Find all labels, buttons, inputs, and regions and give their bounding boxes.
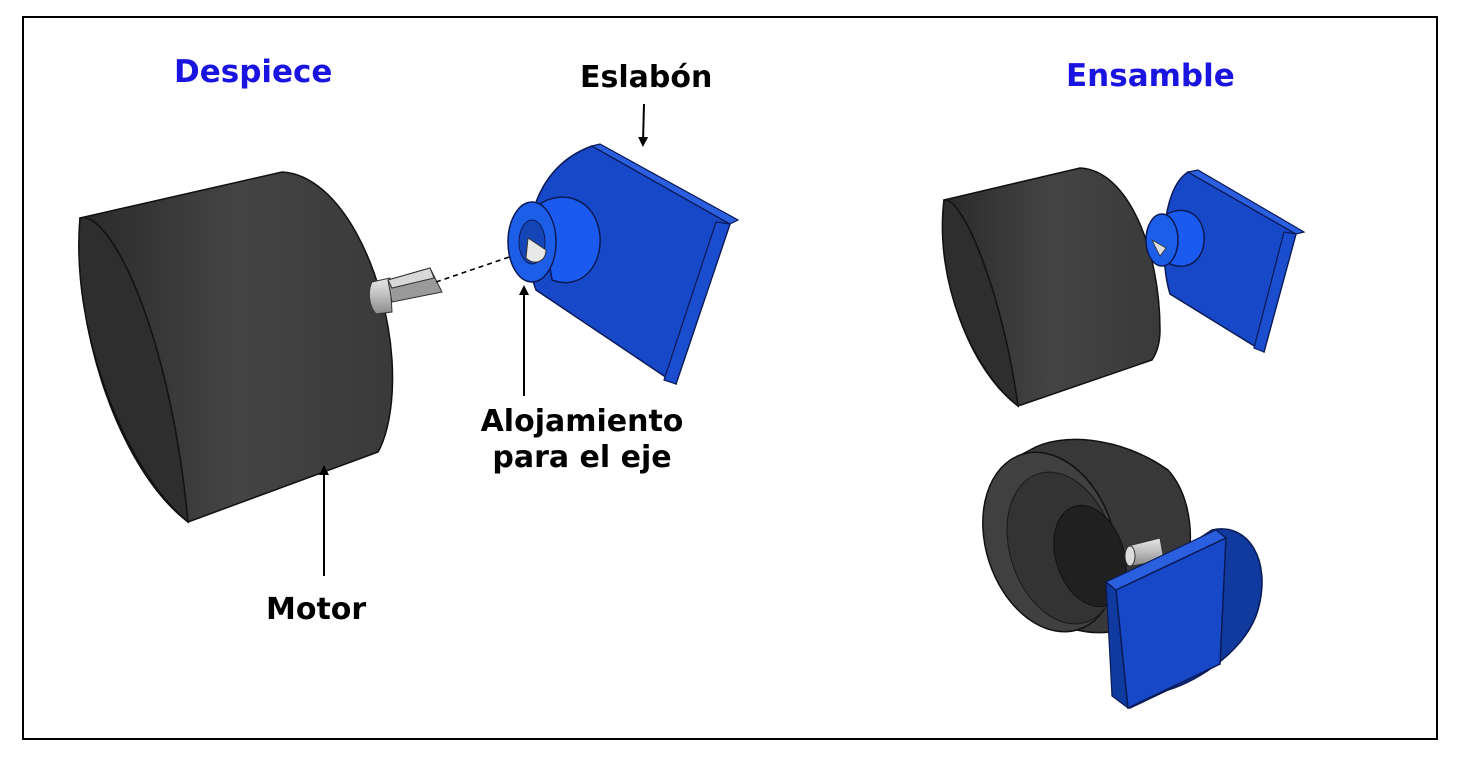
shaft-housing-label-line2: para el eje	[492, 440, 672, 475]
shaft-exploded	[368, 267, 443, 315]
alignment-dashed-line	[435, 251, 525, 283]
exploded-title: Despiece	[174, 54, 333, 90]
link-exploded	[507, 143, 740, 386]
motor-label: Motor	[266, 592, 367, 627]
link-label: Eslabón	[580, 60, 713, 95]
motor-assembly-top	[941, 167, 1161, 408]
link-arrow	[638, 103, 649, 147]
link-assembly-bottom	[1104, 528, 1263, 710]
motor-exploded	[78, 171, 394, 524]
link-assembly-top	[1145, 169, 1306, 354]
assembly-title: Ensamble	[1066, 58, 1235, 94]
shaft-housing-label: Alojamiento para el eje	[468, 404, 696, 476]
shaft-housing-label-line1: Alojamiento	[480, 404, 684, 439]
